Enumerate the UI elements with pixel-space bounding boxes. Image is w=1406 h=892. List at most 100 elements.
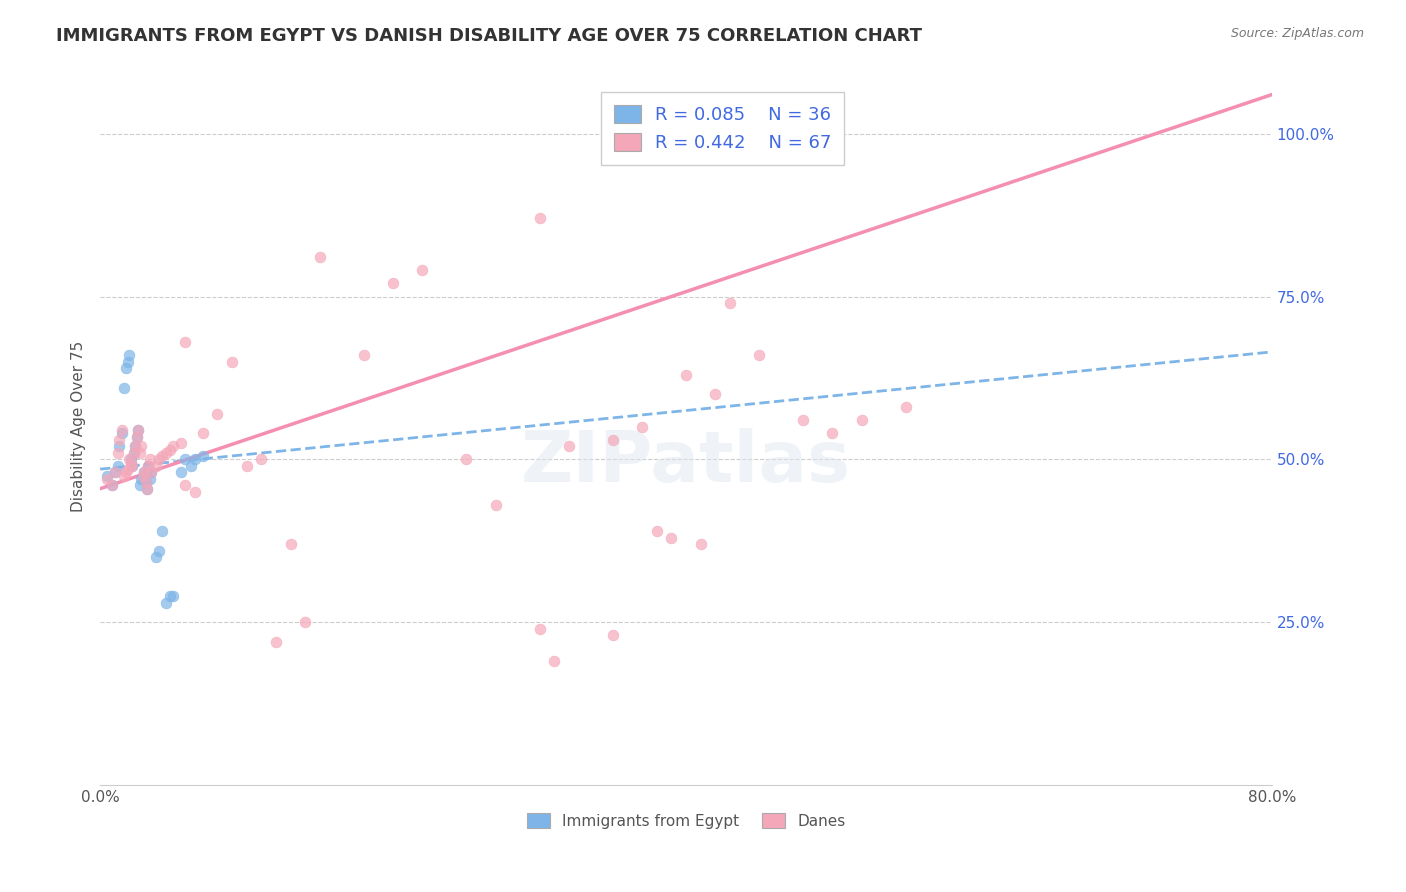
Point — [111, 426, 134, 441]
Point — [108, 439, 131, 453]
Text: IMMIGRANTS FROM EGYPT VS DANISH DISABILITY AGE OVER 75 CORRELATION CHART: IMMIGRANTS FROM EGYPT VS DANISH DISABILI… — [56, 27, 922, 45]
Point — [250, 452, 273, 467]
Point — [456, 452, 478, 467]
Point — [162, 589, 184, 603]
Point — [704, 387, 727, 401]
Point — [135, 475, 157, 490]
Point — [180, 458, 202, 473]
Point — [645, 524, 668, 538]
Point — [602, 433, 624, 447]
Point — [141, 466, 163, 480]
Point — [145, 458, 167, 473]
Point — [170, 436, 193, 450]
Point — [108, 433, 131, 447]
Point — [821, 426, 844, 441]
Point — [104, 466, 127, 480]
Point — [101, 478, 124, 492]
Point — [631, 419, 654, 434]
Point — [118, 452, 141, 467]
Point — [184, 485, 207, 500]
Point — [191, 449, 214, 463]
Point — [792, 413, 814, 427]
Point — [101, 478, 124, 492]
Point — [121, 458, 143, 473]
Point — [135, 475, 157, 490]
Point — [131, 468, 153, 483]
Point — [191, 426, 214, 441]
Point — [132, 466, 155, 480]
Point — [122, 446, 145, 460]
Point — [675, 368, 697, 382]
Point — [689, 537, 711, 551]
Point — [124, 439, 146, 453]
Point — [104, 466, 127, 480]
Point — [118, 348, 141, 362]
Point — [120, 452, 142, 467]
Point — [221, 354, 243, 368]
Point — [174, 478, 197, 492]
Point — [235, 458, 257, 473]
Point — [117, 354, 139, 368]
Point — [96, 472, 118, 486]
Point — [353, 348, 375, 362]
Point — [141, 466, 163, 480]
Point — [484, 498, 506, 512]
Point — [558, 439, 581, 453]
Point — [159, 442, 181, 457]
Point — [150, 524, 173, 538]
Point — [115, 466, 138, 480]
Point — [136, 482, 159, 496]
Point — [127, 423, 149, 437]
Point — [136, 482, 159, 496]
Point — [748, 348, 770, 362]
Point — [96, 468, 118, 483]
Point — [125, 429, 148, 443]
Point — [129, 439, 152, 453]
Point — [112, 468, 135, 483]
Point — [280, 537, 302, 551]
Legend: Immigrants from Egypt, Danes: Immigrants from Egypt, Danes — [520, 806, 852, 835]
Point — [150, 449, 173, 463]
Point — [124, 439, 146, 453]
Point — [264, 634, 287, 648]
Point — [894, 401, 917, 415]
Point — [174, 335, 197, 350]
Point — [543, 654, 565, 668]
Point — [139, 452, 162, 467]
Point — [207, 407, 229, 421]
Point — [155, 596, 177, 610]
Point — [138, 458, 160, 473]
Point — [159, 589, 181, 603]
Point — [107, 458, 129, 473]
Point — [851, 413, 873, 427]
Point — [131, 468, 153, 483]
Point — [170, 466, 193, 480]
Point — [718, 296, 741, 310]
Point — [184, 452, 207, 467]
Point — [107, 446, 129, 460]
Point — [128, 478, 150, 492]
Point — [120, 456, 142, 470]
Point — [122, 446, 145, 460]
Point — [129, 472, 152, 486]
Point — [125, 429, 148, 443]
Point — [294, 615, 316, 630]
Point — [115, 361, 138, 376]
Point — [128, 446, 150, 460]
Point — [661, 531, 683, 545]
Point — [174, 452, 197, 467]
Text: Source: ZipAtlas.com: Source: ZipAtlas.com — [1230, 27, 1364, 40]
Point — [121, 458, 143, 473]
Point — [148, 543, 170, 558]
Point — [148, 452, 170, 467]
Point — [117, 462, 139, 476]
Y-axis label: Disability Age Over 75: Disability Age Over 75 — [72, 341, 86, 512]
Point — [145, 550, 167, 565]
Point — [308, 251, 330, 265]
Point — [411, 263, 433, 277]
Point — [132, 466, 155, 480]
Point — [127, 423, 149, 437]
Point — [529, 622, 551, 636]
Text: ZIPatlas: ZIPatlas — [522, 428, 851, 497]
Point — [162, 439, 184, 453]
